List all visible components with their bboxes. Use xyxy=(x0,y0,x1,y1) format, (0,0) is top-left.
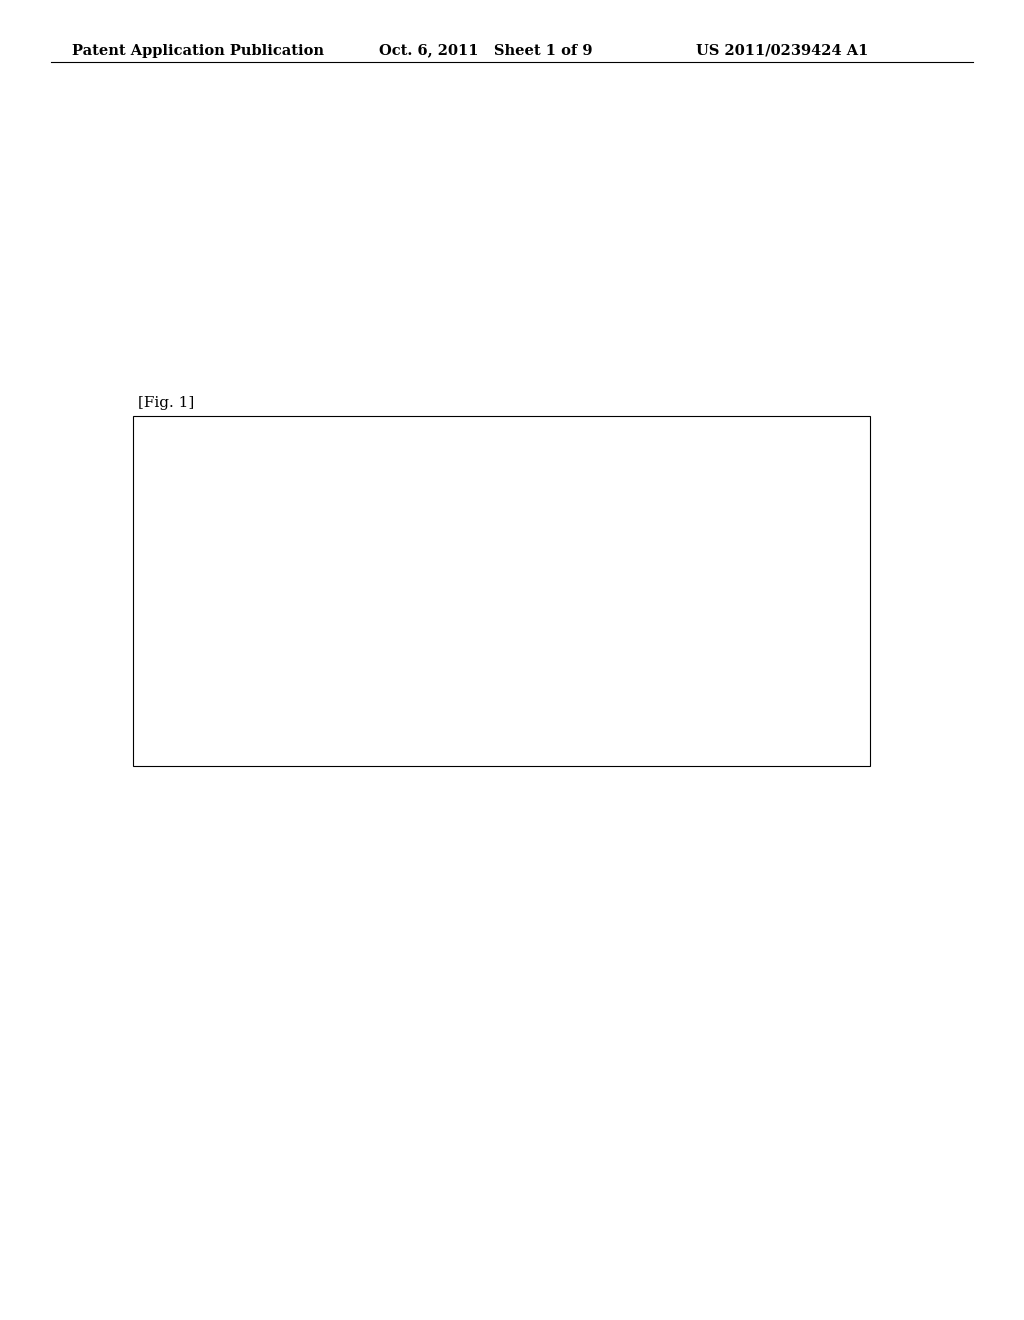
Legend: EX. 1, COMP. EX. 1, COMP. EX. 2: EX. 1, COMP. EX. 1, COMP. EX. 2 xyxy=(683,442,797,507)
Text: [Fig. 1]: [Fig. 1] xyxy=(138,396,195,411)
Text: Oct. 6, 2011   Sheet 1 of 9: Oct. 6, 2011 Sheet 1 of 9 xyxy=(379,44,592,58)
X-axis label: FORMATION VOLTAGE (V): FORMATION VOLTAGE (V) xyxy=(358,747,522,760)
Text: US 2011/0239424 A1: US 2011/0239424 A1 xyxy=(696,44,868,58)
Y-axis label: LEAKAGE CURRENT AFTER HEATING /
LEAKAGE CURRENT BEFORE HEATING: LEAKAGE CURRENT AFTER HEATING / LEAKAGE … xyxy=(164,458,193,704)
Text: Patent Application Publication: Patent Application Publication xyxy=(72,44,324,58)
